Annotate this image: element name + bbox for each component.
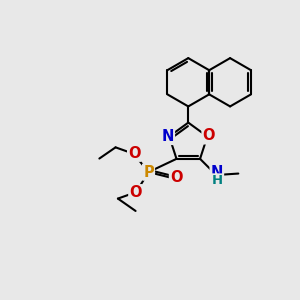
- Text: O: O: [129, 185, 142, 200]
- Text: O: O: [170, 170, 182, 185]
- Text: H: H: [211, 174, 222, 188]
- Text: O: O: [202, 128, 215, 143]
- Text: N: N: [211, 165, 223, 180]
- Text: P: P: [143, 165, 154, 180]
- Text: N: N: [162, 129, 174, 144]
- Text: O: O: [128, 146, 141, 161]
